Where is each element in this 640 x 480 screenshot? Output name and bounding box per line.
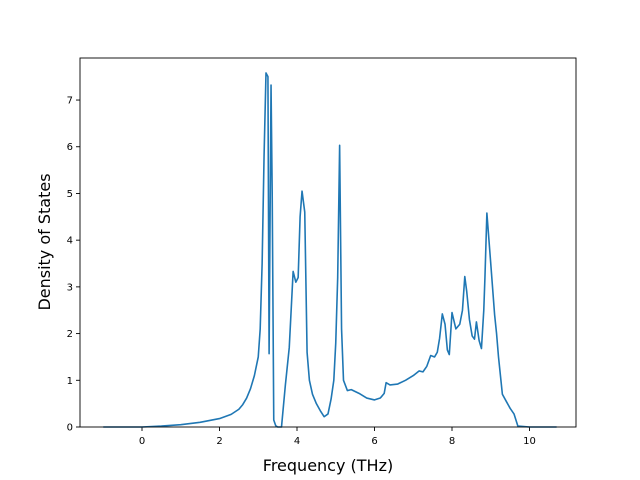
y-tick-label: 7 xyxy=(67,96,73,107)
y-tick-label: 3 xyxy=(67,282,73,293)
y-tick-label: 1 xyxy=(67,376,73,387)
y-tick-label: 2 xyxy=(67,329,73,340)
x-tick-label: 8 xyxy=(449,436,455,447)
y-axis-ticks: 0 1 2 3 4 5 6 7 xyxy=(67,96,80,434)
x-axis-label: Frequency (THz) xyxy=(263,456,393,475)
plot-background xyxy=(80,58,576,427)
plot-frame xyxy=(79,57,577,428)
y-tick-label: 5 xyxy=(67,189,73,200)
dos-series-line xyxy=(103,72,557,428)
x-tick-label: 2 xyxy=(216,436,222,447)
y-tick-label: 6 xyxy=(67,142,73,153)
y-tick-label: 4 xyxy=(67,236,73,247)
x-tick-label: 4 xyxy=(294,436,300,447)
y-tick-label: 0 xyxy=(67,423,73,434)
y-axis-label: Density of States xyxy=(35,173,54,310)
x-tick-label: 6 xyxy=(371,436,377,447)
x-tick-label: 10 xyxy=(523,436,536,447)
x-axis-ticks: 0 2 4 6 8 10 xyxy=(139,427,536,447)
x-tick-label: 0 xyxy=(139,436,145,447)
